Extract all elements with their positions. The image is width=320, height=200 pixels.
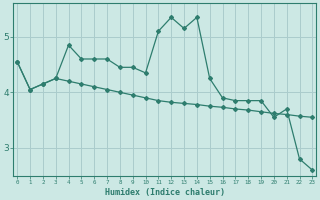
- X-axis label: Humidex (Indice chaleur): Humidex (Indice chaleur): [105, 188, 225, 197]
